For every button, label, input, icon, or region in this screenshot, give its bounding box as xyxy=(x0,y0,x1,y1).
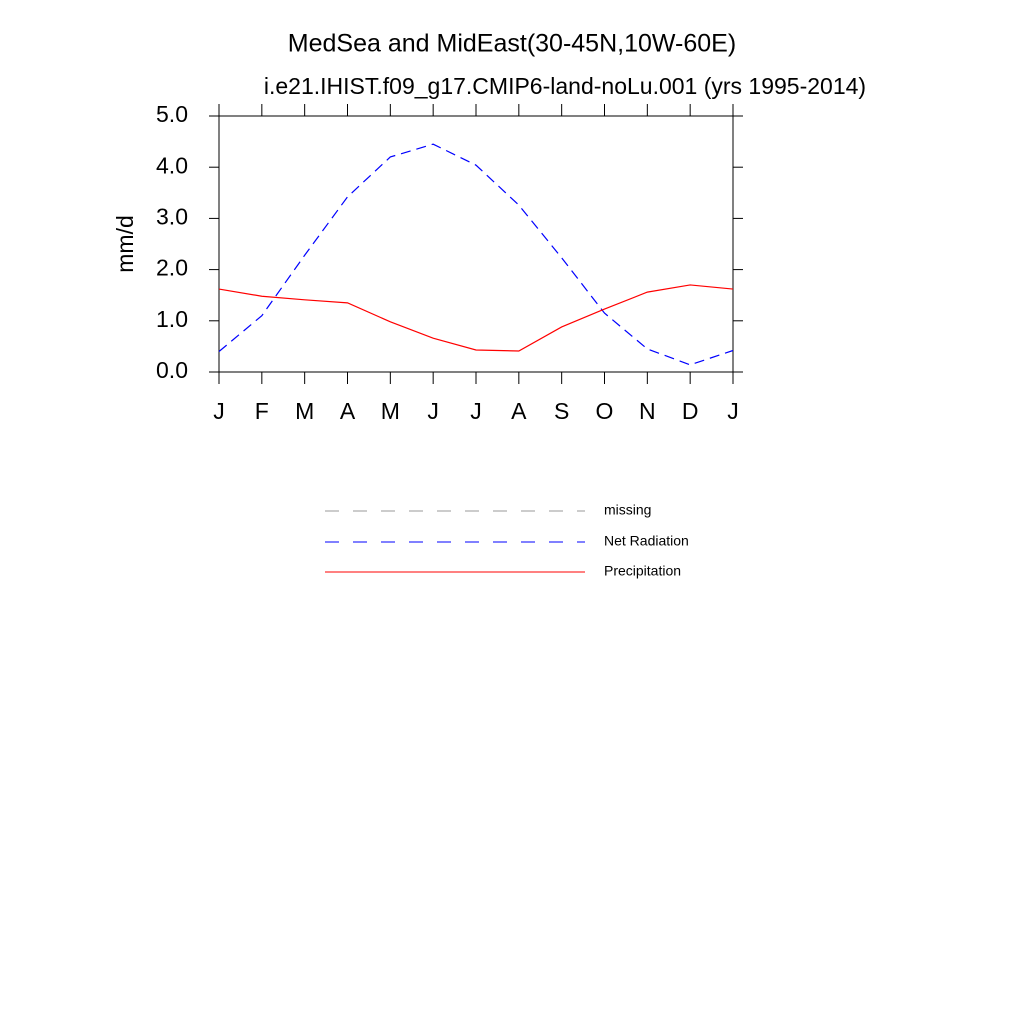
x-tick-label: D xyxy=(682,398,699,424)
x-tick-label: J xyxy=(427,398,439,424)
plot-frame xyxy=(218,115,734,373)
y-tick-label: 1.0 xyxy=(156,306,188,332)
y-tick-label: 4.0 xyxy=(156,152,188,178)
series-line xyxy=(218,284,734,352)
y-tick-label: 2.0 xyxy=(156,255,188,281)
y-axis-label: mm/d xyxy=(112,215,138,273)
x-tick-label: J xyxy=(727,398,739,424)
x-tick-label: N xyxy=(639,398,656,424)
series-line xyxy=(218,143,734,366)
x-tick-label: M xyxy=(295,398,314,424)
y-tick-label: 0.0 xyxy=(156,357,188,383)
x-tick-label: A xyxy=(340,398,356,424)
legend-label: Net Radiation xyxy=(604,533,689,549)
x-tick-label: O xyxy=(596,398,614,424)
x-tick-label: J xyxy=(213,398,225,424)
legend-label: missing xyxy=(604,502,651,518)
legend-label: Precipitation xyxy=(604,563,681,579)
y-tick-label: 5.0 xyxy=(156,101,188,127)
chart-title: MedSea and MidEast(30-45N,10W-60E) xyxy=(288,30,736,58)
x-tick-label: A xyxy=(511,398,527,424)
x-tick-label: J xyxy=(470,398,482,424)
y-tick-label: 3.0 xyxy=(156,203,188,229)
x-tick-label: S xyxy=(554,398,569,424)
chart-subtitle: i.e21.IHIST.f09_g17.CMIP6-land-noLu.001 … xyxy=(264,73,866,99)
x-tick-label: F xyxy=(255,398,269,424)
x-tick-label: M xyxy=(381,398,400,424)
